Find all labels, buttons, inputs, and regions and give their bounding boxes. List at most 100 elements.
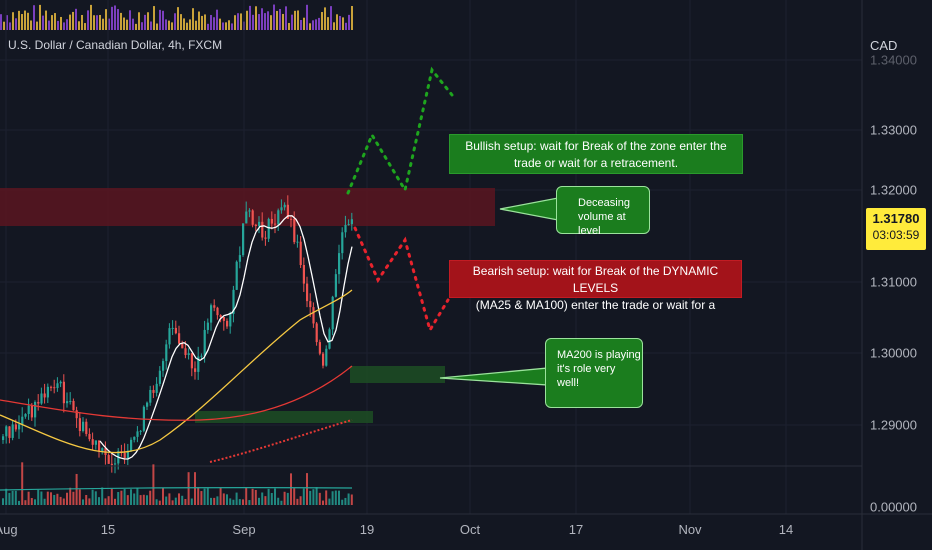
- volume-bar: [290, 473, 292, 505]
- bullish-note-line: trade or wait for a retracement.: [513, 156, 679, 170]
- candle-body: [274, 223, 277, 225]
- bar-countdown: 03:03:59: [872, 228, 920, 242]
- top-strip-bar: [225, 22, 227, 30]
- volume-bar: [312, 489, 315, 505]
- top-strip-bar: [129, 10, 131, 30]
- top-strip-bar: [27, 12, 29, 30]
- top-strip-bar: [339, 15, 341, 30]
- candle-body: [334, 274, 337, 297]
- resistance-zone: [0, 188, 495, 226]
- top-strip-bar: [54, 13, 56, 30]
- top-strip-bar: [216, 9, 218, 30]
- top-strip-bar: [279, 8, 281, 30]
- candle-body: [27, 405, 30, 415]
- volume-bar: [309, 490, 312, 505]
- volume-bar: [40, 491, 43, 505]
- volume-bar: [130, 489, 132, 505]
- volume-bar: [325, 490, 328, 505]
- top-strip-bar: [159, 9, 161, 30]
- volume-bar: [206, 488, 209, 505]
- candle-body: [82, 421, 85, 431]
- date-tick: Nov: [678, 522, 702, 537]
- candle-body: [254, 224, 257, 227]
- candle-body: [226, 320, 229, 327]
- volume-bar: [14, 490, 17, 505]
- top-strip-bar: [138, 12, 140, 30]
- ma200-callout[interactable]: MA200 is playing it's role very well!: [545, 338, 643, 408]
- volume-bar: [2, 498, 4, 505]
- candle-body: [270, 218, 273, 224]
- top-strip-bar: [174, 13, 176, 30]
- candle-body: [8, 426, 11, 438]
- candle-body: [248, 210, 251, 212]
- callout-line: well!: [557, 377, 580, 389]
- candle-body: [350, 219, 353, 225]
- candle-body: [322, 353, 325, 366]
- volume-bar: [152, 464, 155, 505]
- top-strip-bar: [186, 22, 188, 30]
- volume-bar: [178, 493, 180, 505]
- candle-body: [178, 333, 181, 344]
- top-strip-bar: [39, 4, 41, 30]
- volume-bar: [94, 491, 97, 505]
- candle-body: [171, 327, 174, 329]
- volume-bar: [21, 462, 24, 505]
- volume-bar: [264, 496, 267, 505]
- volume-bar: [197, 487, 200, 505]
- top-strip-bar: [348, 14, 350, 30]
- volume-bar: [181, 495, 184, 505]
- top-strip-bar: [192, 8, 194, 30]
- volume-bar: [254, 489, 257, 505]
- volume-bar: [98, 497, 100, 505]
- candle-body: [184, 348, 187, 356]
- top-strip-bar: [252, 14, 254, 30]
- volume-bar: [149, 490, 152, 505]
- top-strip-bar: [306, 4, 308, 31]
- bearish-setup-note[interactable]: Bearish setup: wait for Break of the DYN…: [449, 260, 742, 312]
- symbol-title[interactable]: U.S. Dollar / Canadian Dollar, 4h, FXCM: [8, 38, 223, 52]
- candle-body: [114, 463, 117, 465]
- candle-body: [194, 368, 197, 372]
- volume-bar: [30, 498, 33, 505]
- top-strip-bar: [342, 17, 344, 30]
- volume-bar: [184, 499, 187, 505]
- top-strip-bar: [51, 15, 53, 30]
- callout-line: volume at level: [578, 211, 626, 237]
- volume-bar: [213, 497, 216, 505]
- candle-body: [232, 289, 235, 314]
- candle-body: [43, 393, 46, 398]
- volume-callout[interactable]: Deceasing volume at level: [556, 186, 650, 237]
- ma200-projection: [209, 419, 353, 463]
- bullish-setup-note[interactable]: Bullish setup: wait for Break of the zon…: [449, 134, 743, 174]
- volume-bar: [162, 487, 164, 505]
- candle-body: [203, 329, 206, 356]
- volume-bar: [11, 490, 14, 505]
- top-strip-bar: [258, 14, 260, 30]
- volume-bar: [146, 495, 148, 505]
- top-strip-bar: [63, 22, 65, 30]
- volume-bar: [277, 497, 280, 505]
- volume-bar: [341, 499, 344, 505]
- top-strip-bar: [195, 20, 197, 30]
- candle-body: [133, 436, 136, 440]
- volume-bar: [174, 497, 177, 505]
- candle-body: [174, 327, 177, 334]
- volume-bar: [50, 492, 52, 505]
- candle-body: [53, 387, 56, 389]
- top-strip-bar: [33, 5, 35, 31]
- top-strip-bar: [120, 12, 122, 30]
- top-strip-bar: [282, 13, 284, 31]
- top-strip-bar: [336, 14, 338, 30]
- candle-body: [110, 463, 113, 465]
- price-tick: 0.00000: [870, 499, 917, 515]
- candlestick-series: [2, 195, 353, 474]
- volume-bar: [165, 496, 168, 505]
- top-strip-bar: [66, 19, 68, 30]
- price-tick: 1.29000: [870, 417, 917, 433]
- top-strip-bar: [240, 13, 242, 30]
- ma200-line: [0, 365, 353, 421]
- candle-body: [2, 436, 5, 440]
- candle-body: [69, 400, 72, 402]
- top-strip-bar: [147, 12, 149, 30]
